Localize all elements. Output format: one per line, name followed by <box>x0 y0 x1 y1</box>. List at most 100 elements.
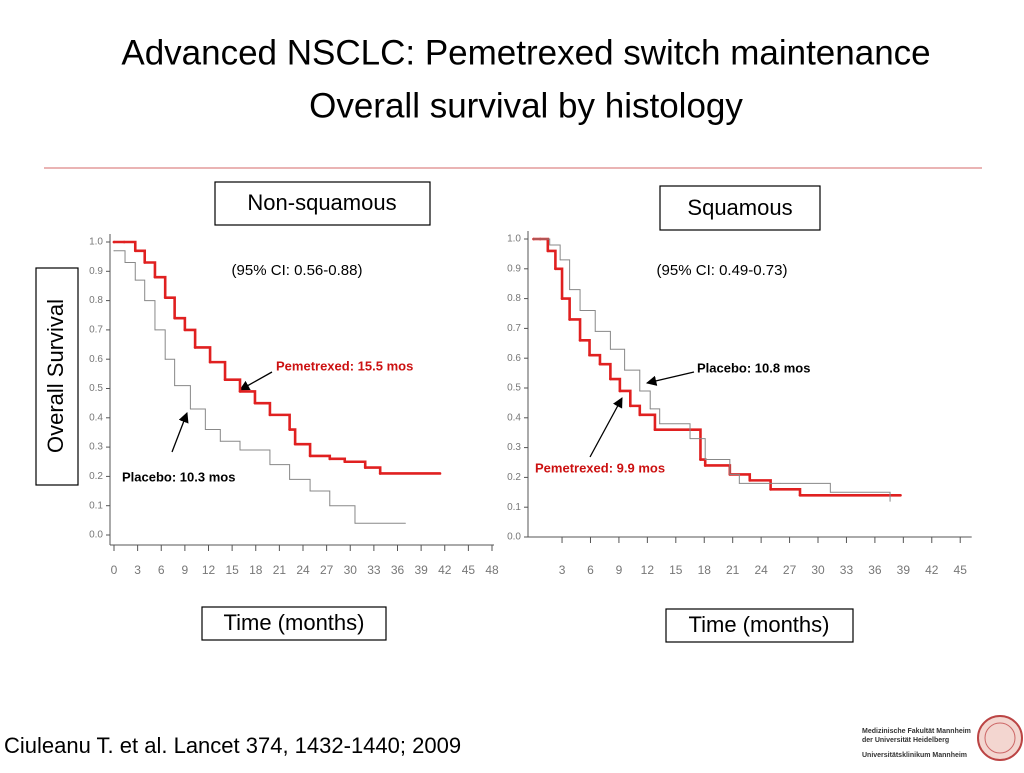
y-tick-label: 0.6 <box>507 353 521 364</box>
survival-step <box>238 390 257 405</box>
survival-step <box>154 329 166 360</box>
survival-step <box>769 488 802 497</box>
x-tick-label: 36 <box>868 563 882 577</box>
x-tick-label: 15 <box>669 563 683 577</box>
logo-text: Universitätsklinikum Mannheim <box>862 752 967 759</box>
annotation: Placebo: 10.8 mos <box>697 360 810 375</box>
x-tick-label: 18 <box>698 563 712 577</box>
x-label-box <box>201 606 387 641</box>
survival-step <box>779 482 831 493</box>
survival-step <box>829 491 891 502</box>
survival-step <box>594 330 611 350</box>
x-tick-label: 39 <box>414 563 428 577</box>
x-tick-label: 48 <box>485 563 499 577</box>
x-tick-label: 3 <box>559 563 566 577</box>
survival-step <box>253 401 272 417</box>
survival-step <box>624 369 641 392</box>
survival-step <box>173 316 187 332</box>
survival-step <box>363 466 382 475</box>
survival-step <box>579 310 596 332</box>
logo-text: der Universität Heidelberg <box>862 737 949 744</box>
y-tick-label: 0.2 <box>507 472 521 483</box>
survival-step <box>560 297 571 321</box>
survival-step <box>308 454 332 461</box>
survival-step <box>559 259 571 291</box>
y-tick-label: 0.0 <box>507 532 521 543</box>
x-tick-label: 15 <box>225 563 239 577</box>
x-tick-label: 27 <box>783 563 797 577</box>
y-tick-label: 1.0 <box>89 237 103 248</box>
survival-step <box>609 377 622 393</box>
arrow <box>645 371 695 386</box>
survival-step <box>133 249 147 264</box>
survival-step <box>164 358 176 387</box>
x-tick-label: 9 <box>182 563 189 577</box>
survival-step <box>609 348 626 371</box>
x-tick-label: 30 <box>344 563 358 577</box>
x-tick-label: 9 <box>616 563 623 577</box>
survival-step <box>578 339 591 357</box>
survival-step <box>549 244 561 261</box>
survival-step <box>113 250 126 264</box>
y-tick-label: 0.4 <box>89 412 103 423</box>
x-tick-label: 42 <box>438 563 452 577</box>
survival-step <box>638 413 657 432</box>
survival-step <box>546 249 557 271</box>
y-tick-label: 0.4 <box>507 412 521 423</box>
y-tick-label: 0.1 <box>89 500 103 511</box>
survival-step <box>689 438 706 461</box>
survival-step <box>174 385 191 410</box>
survival-step <box>568 318 582 342</box>
survival-step <box>268 413 291 431</box>
x-tick-label: 36 <box>391 563 405 577</box>
survival-step <box>208 360 227 382</box>
survival-step <box>554 267 564 300</box>
survival-step <box>328 457 347 464</box>
chart-subtitle: (95% CI: 0.56-0.88) <box>232 262 363 279</box>
survival-step <box>219 440 241 451</box>
survival-step <box>124 262 136 281</box>
survival-step <box>639 390 651 410</box>
survival-step <box>153 275 167 299</box>
x-tick-label: 27 <box>320 563 334 577</box>
survival-step <box>309 490 331 507</box>
survival-step <box>223 378 242 393</box>
x-tick-label: 18 <box>249 563 263 577</box>
survival-step <box>183 328 197 349</box>
survival-step <box>122 240 137 253</box>
survival-step <box>288 428 297 446</box>
survival-step <box>748 479 772 491</box>
x-tick-label: 24 <box>296 563 310 577</box>
survival-step <box>649 408 661 425</box>
survival-step <box>163 296 176 320</box>
y-tick-label: 0.7 <box>507 323 521 334</box>
survival-step <box>189 408 206 431</box>
x-tick-label: 12 <box>202 563 216 577</box>
survival-step <box>659 423 691 440</box>
x-label-box <box>665 608 854 643</box>
x-tick-label: 6 <box>158 563 165 577</box>
survival-step <box>143 261 157 279</box>
survival-step <box>134 279 146 302</box>
logo-text: Medizinische Fakultät Mannheim <box>862 728 971 735</box>
chart-title-box <box>214 181 431 226</box>
x-tick-label: 30 <box>811 563 825 577</box>
logo-seal <box>977 715 1023 761</box>
y-tick-label: 0.8 <box>507 293 521 304</box>
y-tick-label: 0.7 <box>89 325 103 336</box>
x-tick-label: 45 <box>954 563 968 577</box>
x-tick-label: 33 <box>840 563 854 577</box>
x-tick-label: 42 <box>925 563 939 577</box>
chart-title-box <box>659 185 821 231</box>
x-tick-label: 24 <box>754 563 768 577</box>
survival-step <box>588 353 602 366</box>
y-tick-label: 0.6 <box>89 354 103 365</box>
survival-step <box>329 505 356 524</box>
survival-step <box>569 289 581 312</box>
slide-subtitle: Overall survival by histology <box>309 86 743 125</box>
x-tick-label: 6 <box>587 563 594 577</box>
y-tick-label: 0.8 <box>89 295 103 306</box>
arrow <box>589 397 623 458</box>
slide-title: Advanced NSCLC: Pemetrexed switch mainte… <box>121 33 930 72</box>
survival-step <box>729 473 740 484</box>
